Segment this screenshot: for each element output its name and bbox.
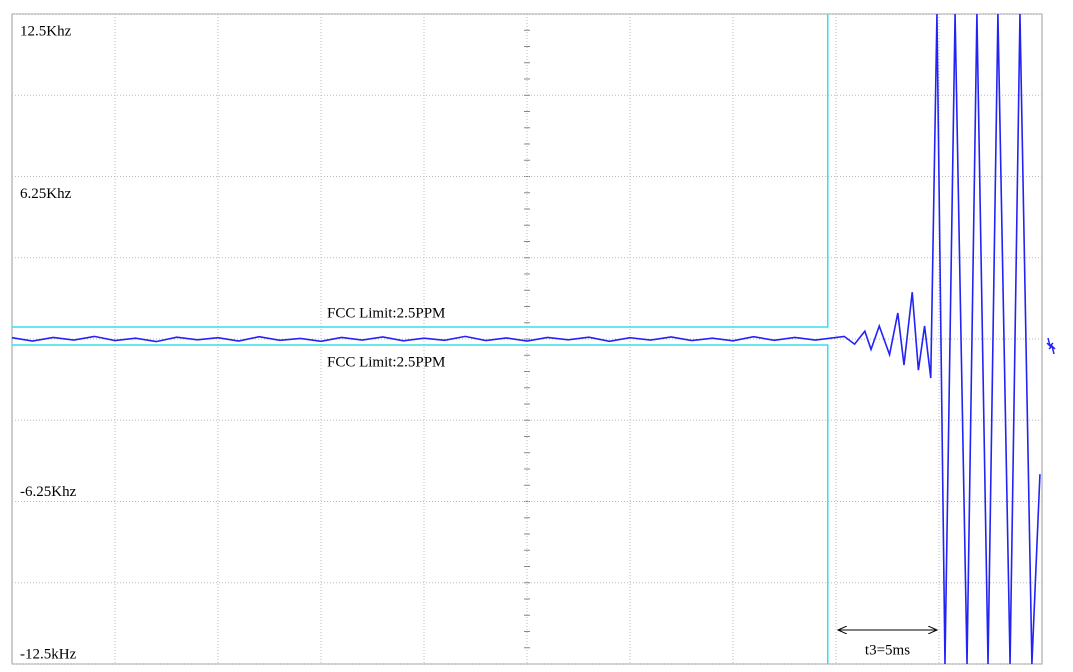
y-tick-label: -6.25Khz: [20, 484, 77, 500]
limit-label: FCC Limit:2.5PPM: [327, 305, 445, 321]
marks: [11, 13, 1041, 665]
limit-label: FCC Limit:2.5PPM: [327, 354, 445, 370]
limit-line: [12, 344, 829, 664]
annotation: t3=5ms: [865, 642, 910, 658]
trigger-icon: [1046, 337, 1056, 355]
y-tick-label: 6.25Khz: [20, 186, 72, 202]
limit-line: [12, 14, 829, 328]
labels: 12.5Khz 6.25Khz -6.25Khz -12.5kHz FCC Limit:…: [20, 23, 937, 662]
y-tick-label: -12.5kHz: [20, 646, 77, 662]
grid: [12, 13, 1042, 665]
signal-line: [11, 13, 1041, 665]
y-tick-label: 12.5Khz: [20, 23, 72, 39]
